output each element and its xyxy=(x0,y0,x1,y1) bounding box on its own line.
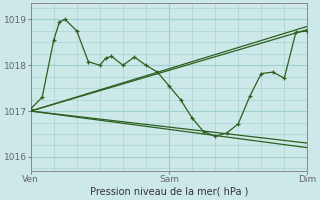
X-axis label: Pression niveau de la mer( hPa ): Pression niveau de la mer( hPa ) xyxy=(90,187,248,197)
